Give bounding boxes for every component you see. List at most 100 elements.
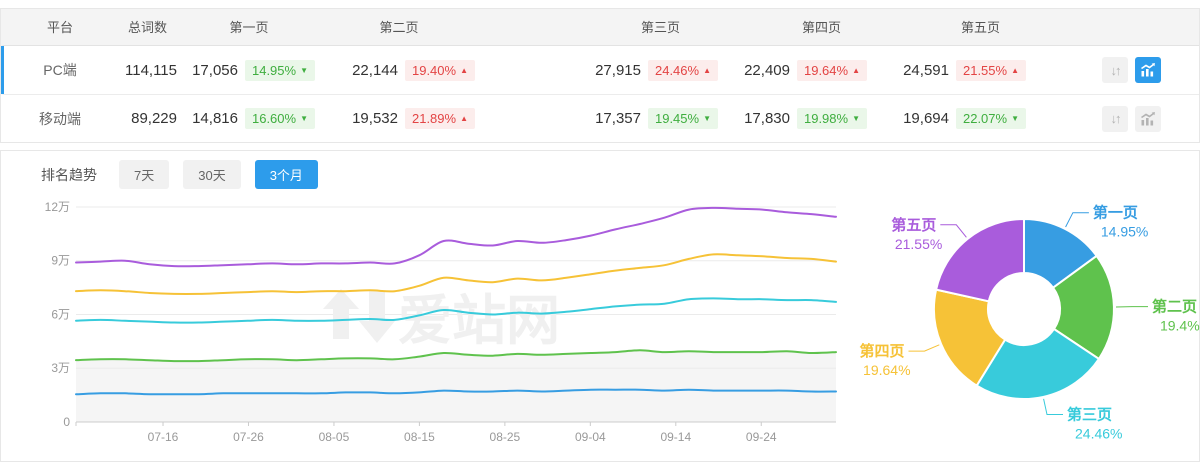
donut-label-第二页: 第二页 xyxy=(1152,298,1197,316)
column-header-7: 第五页 xyxy=(960,20,1000,35)
column-header-3: 第一页 xyxy=(229,20,269,35)
page-count-value: 19,694 xyxy=(903,110,949,127)
donut-label-第一页: 第一页 xyxy=(1093,204,1138,222)
row-actions: ↓↑ xyxy=(1030,105,1199,132)
trend-chart-icon xyxy=(1141,63,1155,77)
compare-sort-button[interactable]: ↓↑ xyxy=(1102,57,1128,83)
sort-arrows-icon: ↓↑ xyxy=(1110,111,1122,126)
percent-change-badge: 21.89% ▲ xyxy=(404,108,475,129)
table-row-1[interactable]: PC端 114,115 17,056 14.95% ▼ 22,144 19.40% ▲ 27,9… xyxy=(1,46,1199,94)
y-axis-label: 0 xyxy=(63,415,70,429)
page-5-cell: 24,591 21.55% ▲ xyxy=(871,59,1030,81)
page-count-value: 14,816 xyxy=(192,110,238,127)
label-leader-line xyxy=(940,224,967,238)
table-row-2[interactable]: 移动端 89,229 14,816 16.60% ▼ 19,532 21.89% ▲ 17,35… xyxy=(1,94,1199,142)
page-count-value: 27,915 xyxy=(595,61,641,79)
percent-change-badge: 21.55% ▲ xyxy=(955,59,1026,81)
donut-percent-第四页: 19.64% xyxy=(863,362,910,378)
column-header-2: 总词数 xyxy=(127,20,167,35)
donut-percent-第三页: 24.46% xyxy=(1075,426,1122,442)
arrow-down-icon: ▼ xyxy=(300,114,308,123)
page-1-cell: 14,816 16.60% ▼ xyxy=(179,108,319,129)
arrow-up-icon: ▲ xyxy=(852,65,860,75)
arrow-down-icon: ▼ xyxy=(300,65,308,75)
x-axis-label: 09-14 xyxy=(660,430,691,444)
line-series-第二页 xyxy=(75,349,837,363)
line-series-第一页 xyxy=(75,388,837,396)
total-words-value: 114,115 xyxy=(125,61,177,79)
trend-title: 排名趋势 xyxy=(41,166,97,183)
column-header-5: 第三页 xyxy=(640,20,680,35)
x-axis-label: 09-24 xyxy=(746,430,777,444)
arrow-down-icon: ▼ xyxy=(852,114,860,123)
percent-change-badge: 16.60% ▼ xyxy=(244,108,315,129)
row-actions: ↓↑ xyxy=(1030,57,1199,83)
y-axis-label: 3万 xyxy=(51,361,70,375)
arrow-down-icon: ▼ xyxy=(703,114,711,123)
keyword-rank-table: 平台 总词数 第一页 第二页 第三页 第四页 第五页 PC端 114,115 17,056 14.… xyxy=(0,8,1200,143)
percent-change-badge: 22.07% ▼ xyxy=(955,108,1026,129)
page-count-value: 17,056 xyxy=(192,61,238,79)
total-words-value: 89,229 xyxy=(131,110,177,127)
y-axis-label: 12万 xyxy=(45,200,70,214)
arrow-up-icon: ▲ xyxy=(703,65,711,75)
aizhan-watermark: 爱站网 xyxy=(323,289,560,351)
label-leader-line xyxy=(1065,212,1089,228)
page-1-cell: 17,056 14.95% ▼ xyxy=(179,59,319,81)
label-leader-line xyxy=(908,344,940,352)
column-header-6: 第四页 xyxy=(801,20,841,35)
x-axis-label: 07-26 xyxy=(233,430,264,444)
page-count-value: 22,144 xyxy=(352,61,398,79)
percent-change-badge: 14.95% ▼ xyxy=(244,59,315,81)
donut-percent-第一页: 14.95% xyxy=(1101,224,1148,240)
page-5-cell: 19,694 22.07% ▼ xyxy=(871,108,1030,129)
arrow-down-icon: ▼ xyxy=(1011,114,1019,123)
arrow-up-icon: ▲ xyxy=(460,114,468,123)
line-series-第四页 xyxy=(75,253,837,295)
watermark-text: 爱站网 xyxy=(398,291,560,351)
arrow-up-icon: ▲ xyxy=(460,65,468,75)
donut-slice-第三页[interactable] xyxy=(975,327,1101,400)
page-2-cell: 19,532 21.89% ▲ xyxy=(319,108,479,129)
arrow-up-icon: ▲ xyxy=(1011,65,1019,75)
trend-chart-icon xyxy=(1141,111,1155,125)
donut-label-第四页: 第四页 xyxy=(860,342,905,360)
label-leader-line xyxy=(1043,398,1063,415)
donut-percent-第二页: 19.4% xyxy=(1160,318,1200,334)
compare-sort-button[interactable]: ↓↑ xyxy=(1102,105,1128,132)
show-trend-chart-button[interactable] xyxy=(1135,57,1161,83)
x-axis-label: 08-05 xyxy=(319,430,350,444)
rank-trend-section: 排名趋势 7天 30天 3个月 爱站网 0 3万 6万 9万 12万 07-16 07-26 08-… xyxy=(0,150,1200,462)
percent-change-badge: 24.46% ▲ xyxy=(647,59,718,81)
page-count-value: 17,830 xyxy=(744,110,790,127)
page-4-cell: 17,830 19.98% ▼ xyxy=(722,108,871,129)
page-count-value: 17,357 xyxy=(595,110,641,127)
page-count-value: 24,591 xyxy=(903,61,949,79)
page-share-donut-chart[interactable]: 第一页 14.95% 第二页 19.4% 第三页 24.46% 第四页 19.64% 第五页 21… xyxy=(859,179,1200,457)
column-header-1: 平台 xyxy=(46,20,73,35)
trend-line-chart[interactable]: 爱站网 0 3万 6万 9万 12万 07-16 07-26 08-05 08-15 08-25 09… xyxy=(26,189,866,449)
line-series-第三页 xyxy=(75,297,837,324)
page-count-value: 19,532 xyxy=(352,110,398,127)
percent-change-badge: 19.40% ▲ xyxy=(404,59,475,81)
donut-slice-第四页[interactable] xyxy=(933,288,1007,387)
donut-label-第三页: 第三页 xyxy=(1067,406,1112,424)
page-3-cell: 17,357 19.45% ▼ xyxy=(479,108,722,129)
tab-3个月[interactable]: 3个月 xyxy=(254,160,318,189)
table-body: PC端 114,115 17,056 14.95% ▼ 22,144 19.40% ▲ 27,9… xyxy=(1,46,1199,142)
donut-slice-第二页[interactable] xyxy=(1051,254,1115,361)
sort-arrows-icon: ↓↑ xyxy=(1110,62,1122,78)
show-trend-chart-button[interactable] xyxy=(1135,105,1161,132)
page-4-cell: 22,409 19.64% ▲ xyxy=(722,59,871,81)
table-header: 平台 总词数 第一页 第二页 第三页 第四页 第五页 xyxy=(1,9,1199,46)
tab-30天[interactable]: 30天 xyxy=(183,160,241,189)
x-axis-label: 08-15 xyxy=(404,430,435,444)
x-axis-label: 09-04 xyxy=(575,430,606,444)
percent-change-badge: 19.64% ▲ xyxy=(796,59,867,81)
tab-7天[interactable]: 7天 xyxy=(119,160,170,189)
x-axis-label: 07-16 xyxy=(148,430,179,444)
donut-slice-第五页[interactable] xyxy=(934,217,1025,303)
page-3-cell: 27,915 24.46% ▲ xyxy=(479,59,722,81)
y-axis-label: 9万 xyxy=(51,254,70,268)
x-axis-label: 08-25 xyxy=(490,430,521,444)
